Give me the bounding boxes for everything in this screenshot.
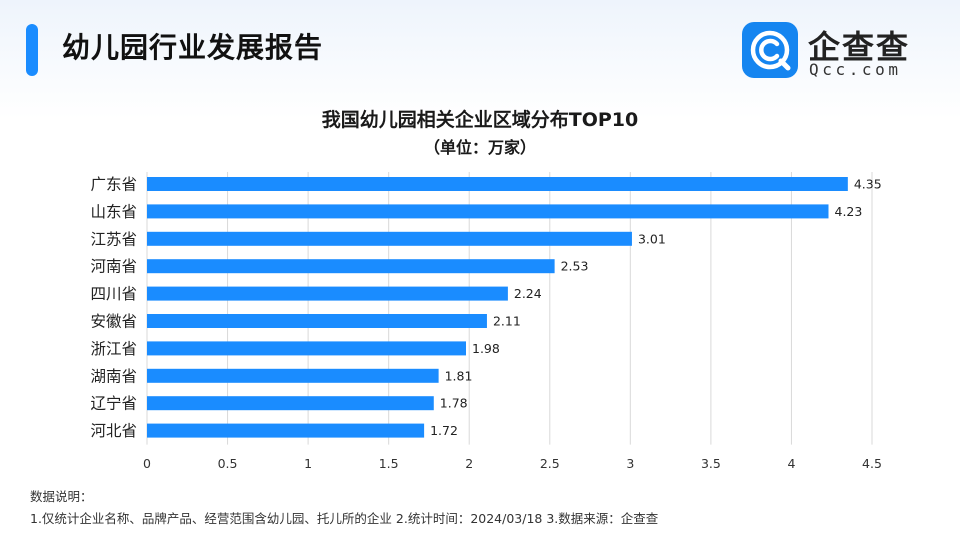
- category-label: 广东省: [90, 176, 137, 194]
- data-label: 1.98: [472, 341, 500, 356]
- data-notes: 数据说明： 1.仅统计企业名称、品牌产品、经营范围含幼儿园、托儿所的企业 2.统…: [30, 486, 658, 530]
- x-tick-label: 2: [465, 456, 473, 471]
- category-label: 山东省: [90, 203, 137, 221]
- bar: [147, 286, 508, 301]
- x-tick-label: 0: [143, 456, 151, 471]
- data-label: 1.81: [445, 368, 473, 383]
- bar: [147, 341, 466, 356]
- data-label: 2.24: [514, 286, 542, 301]
- bar: [147, 259, 555, 274]
- x-tick-label: 1.5: [379, 456, 399, 471]
- x-tick-label: 2.5: [540, 456, 560, 471]
- title-accent-bar: [26, 24, 38, 76]
- x-tick-label: 0.5: [218, 456, 238, 471]
- qcc-logo: 企查查 Qcc.com: [742, 22, 932, 80]
- category-label: 河北省: [90, 422, 137, 440]
- logo-text-en: Qcc.com: [809, 60, 902, 79]
- x-tick-label: 1: [304, 456, 312, 471]
- notes-heading: 数据说明：: [30, 489, 93, 504]
- data-label: 1.72: [430, 423, 458, 438]
- bar: [147, 231, 632, 246]
- category-label: 四川省: [90, 285, 137, 303]
- bar: [147, 314, 487, 328]
- chart-title: 我国幼儿园相关企业区域分布TOP10: [321, 109, 639, 131]
- category-label: 辽宁省: [90, 395, 137, 413]
- report-title: 幼儿园行业发展报告: [62, 31, 324, 64]
- data-label: 3.01: [638, 231, 666, 246]
- data-label: 4.23: [835, 204, 863, 219]
- x-tick-label: 4.5: [862, 456, 882, 471]
- bar: [147, 423, 425, 438]
- bar: [147, 204, 829, 219]
- bar: [147, 177, 848, 191]
- chart-subtitle: （单位：万家）: [423, 138, 536, 157]
- qcc-logo-icon: [742, 22, 798, 78]
- category-label: 浙江省: [90, 340, 137, 358]
- x-tick-label: 4: [787, 456, 795, 471]
- data-label: 1.78: [440, 396, 468, 411]
- bar: [147, 368, 439, 383]
- category-label: 江苏省: [90, 230, 137, 248]
- x-tick-label: 3: [626, 456, 634, 471]
- bar: [147, 396, 434, 411]
- data-label: 2.11: [493, 314, 521, 329]
- data-label: 2.53: [561, 259, 589, 274]
- category-label: 河南省: [90, 258, 137, 276]
- x-tick-label: 3.5: [701, 456, 721, 471]
- category-label: 安徽省: [90, 313, 137, 331]
- data-label: 4.35: [854, 177, 882, 192]
- notes-line: 1.仅统计企业名称、品牌产品、经营范围含幼儿园、托儿所的企业 2.统计时间：20…: [30, 511, 659, 526]
- category-label: 湖南省: [90, 367, 137, 385]
- logo-text-cn: 企查查: [808, 28, 911, 66]
